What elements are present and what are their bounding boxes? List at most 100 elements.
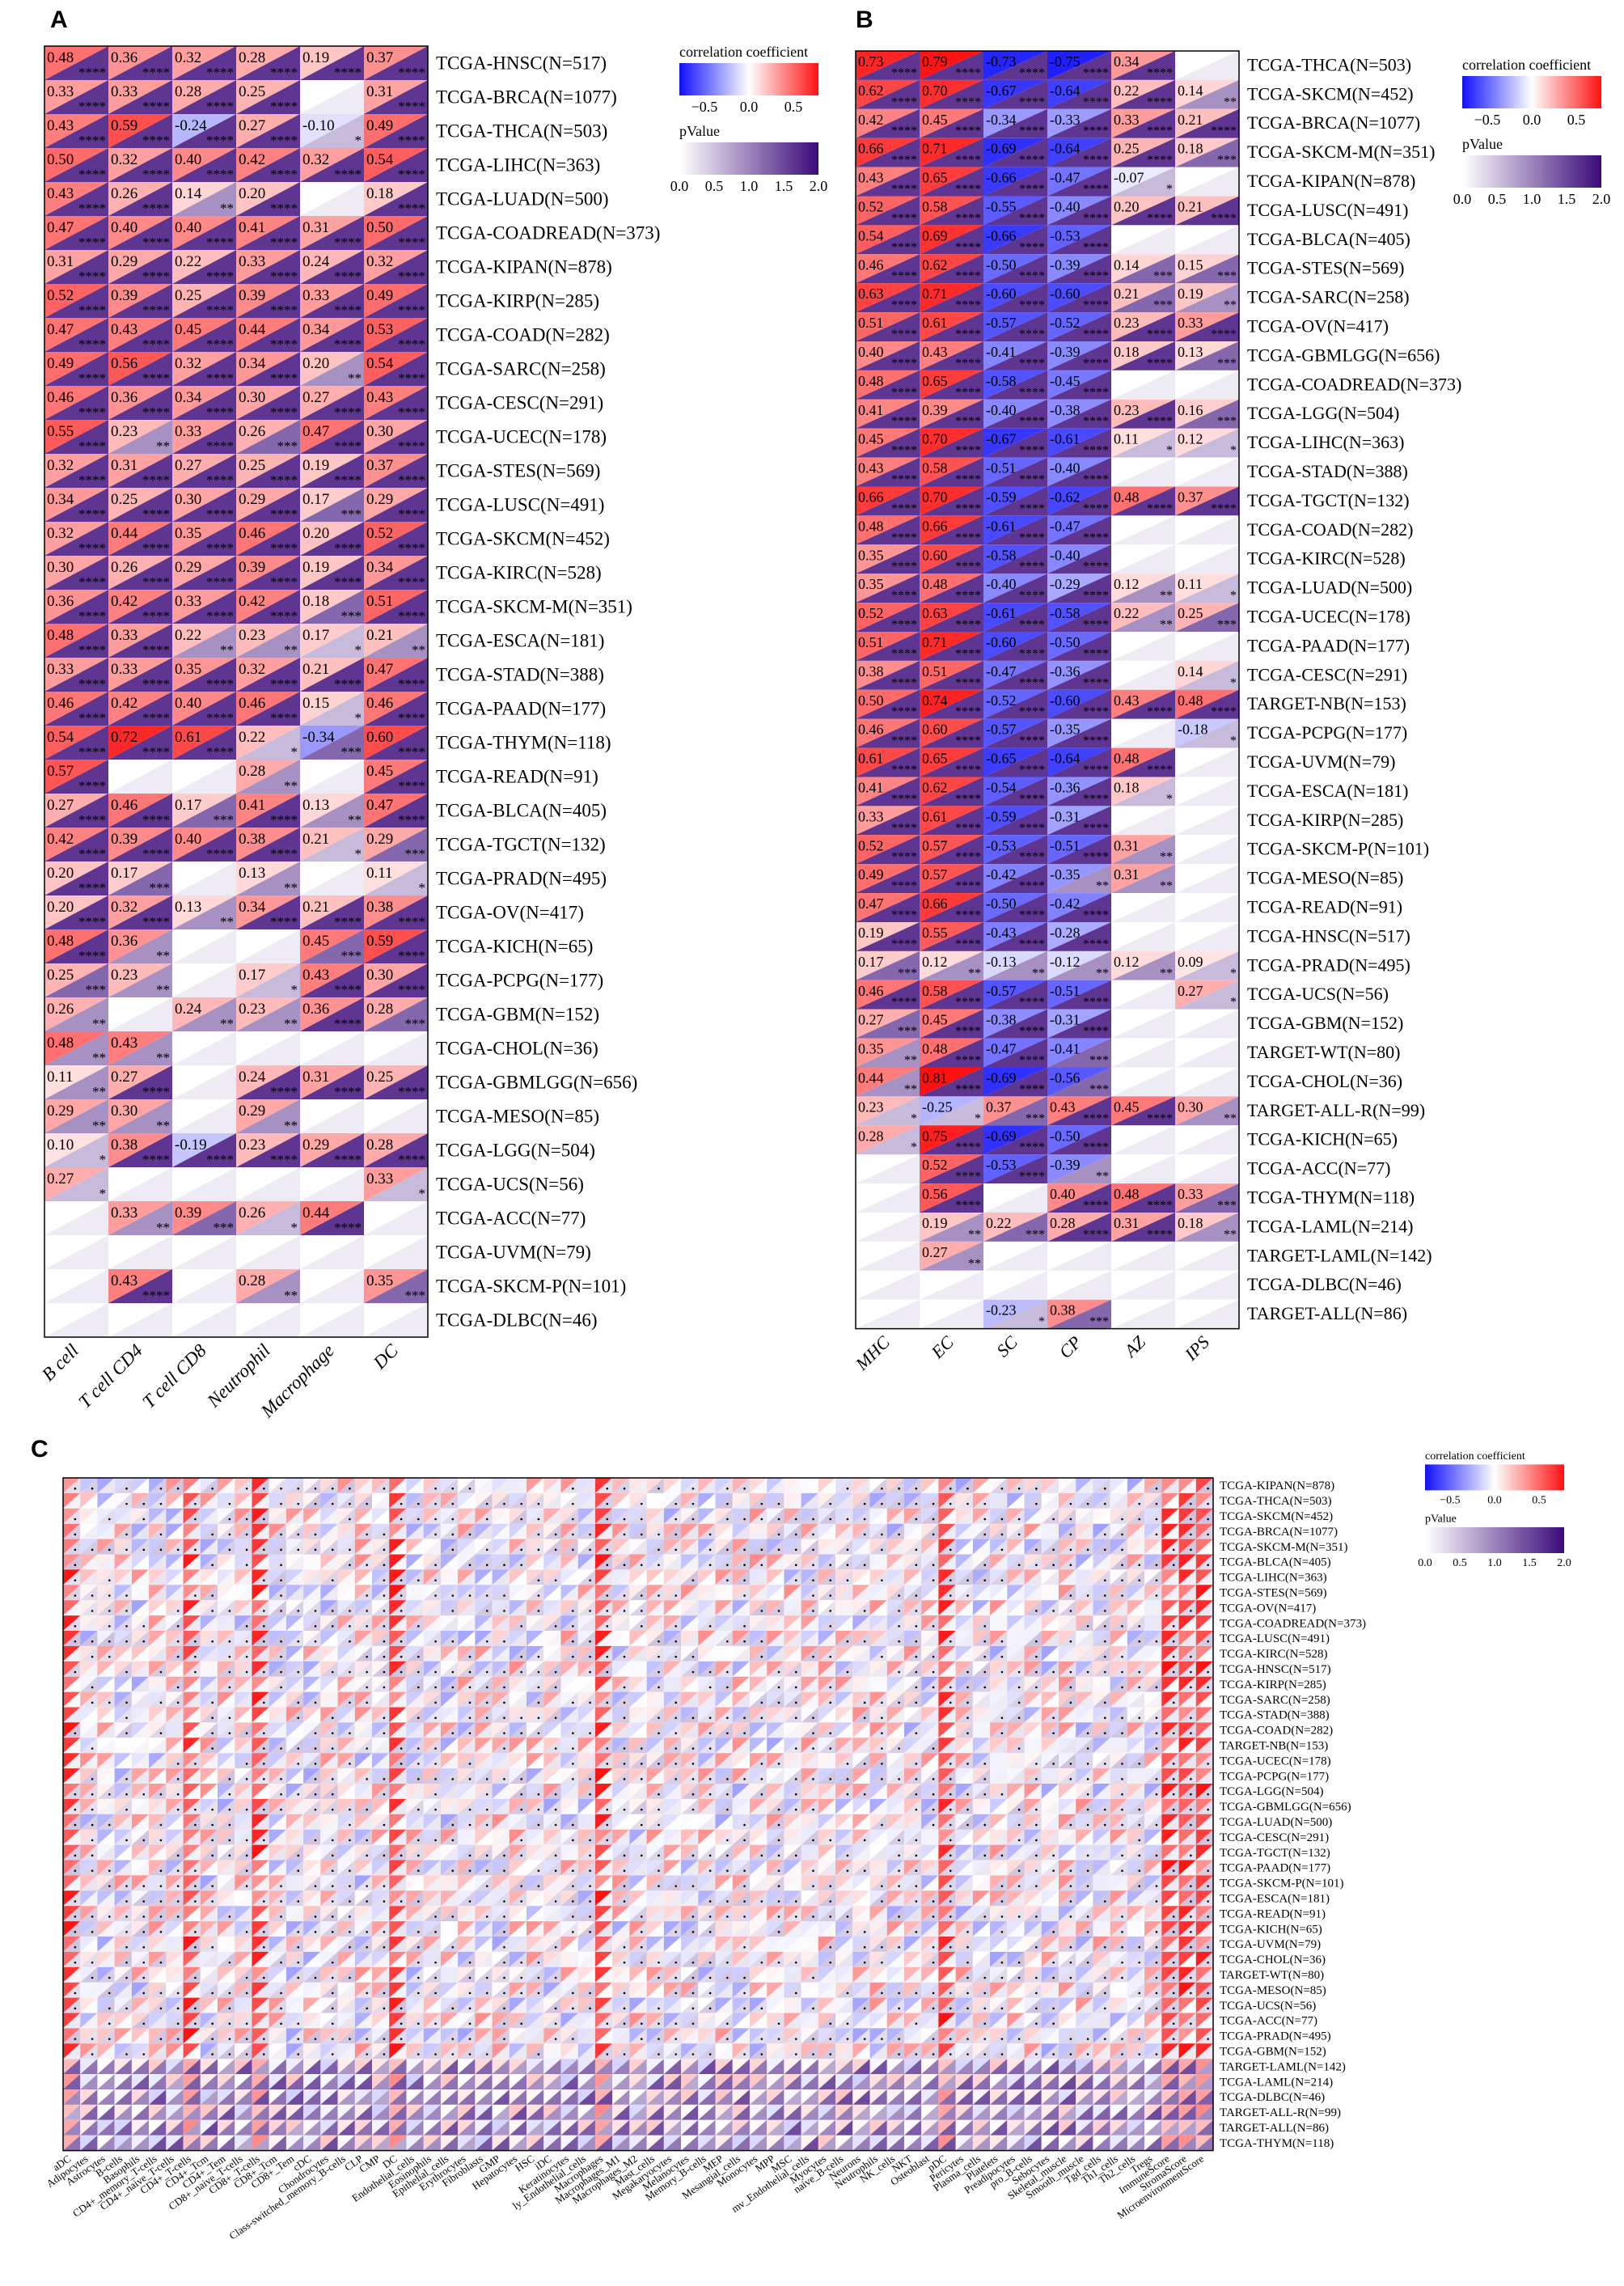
significance-dot <box>211 1640 214 1643</box>
pvalue-cell <box>364 861 428 895</box>
corr-value: 0.23 <box>239 1001 265 1018</box>
significance-dot <box>74 1670 77 1674</box>
significance-dot <box>863 1564 866 1567</box>
corr-cell <box>1047 225 1111 255</box>
significance-dot <box>760 1640 763 1643</box>
significance-dot <box>966 1594 969 1597</box>
corr-value: 0.55 <box>922 925 948 941</box>
corr-value: 0.33 <box>111 83 137 100</box>
corr-cell <box>1175 1213 1239 1242</box>
corr-value: 0.31 <box>47 253 74 270</box>
significance-stars: **** <box>1083 676 1109 690</box>
corr-cell <box>920 283 983 313</box>
significance-stars: **** <box>1083 211 1109 225</box>
pvalue-cell <box>172 590 236 624</box>
row-label: TCGA-STES(N=569) <box>1247 258 1405 278</box>
significance-dot <box>1190 1610 1192 1612</box>
corr-value: 0.51 <box>858 634 884 650</box>
significance-stars: **** <box>270 574 298 590</box>
corr-value: -0.47 <box>986 663 1017 679</box>
significance-dot <box>640 1594 643 1597</box>
pvalue-cell <box>172 1201 236 1235</box>
significance-stars: **** <box>1083 240 1109 254</box>
corr-cell <box>1047 370 1111 400</box>
row-label: TCGA-STAD(N=388) <box>1220 1709 1330 1722</box>
pvalue-cell <box>920 574 983 603</box>
significance-stars: **** <box>142 506 170 522</box>
corr-value: 0.26 <box>47 1001 74 1018</box>
significance-dot <box>949 1594 952 1597</box>
significance-dot <box>966 1670 969 1674</box>
pvalue-cell <box>920 1154 983 1184</box>
corr-value: 0.30 <box>239 389 265 406</box>
significance-dot <box>691 1579 695 1581</box>
pvalue-cell <box>300 318 364 352</box>
significance-dot <box>675 1625 677 1628</box>
significance-dot <box>1138 1564 1141 1567</box>
corr-value: 0.69 <box>922 227 948 243</box>
significance-dot <box>915 1548 918 1552</box>
significance-stars: **** <box>891 734 917 748</box>
significance-stars: **** <box>1083 531 1109 544</box>
row-label: TCGA-THCA(N=503) <box>1220 1495 1331 1508</box>
significance-stars: ** <box>1096 879 1109 893</box>
significance-stars: **** <box>1019 1170 1045 1183</box>
significance-dot <box>280 1564 282 1567</box>
significance-stars: *** <box>341 744 362 760</box>
pvalue-cell <box>1175 1213 1239 1242</box>
row-label: TCGA-SKCM-P(N=101) <box>1247 839 1429 859</box>
significance-stars: **** <box>891 850 917 864</box>
corr-cell <box>1047 893 1111 922</box>
corr-value: -0.75 <box>1050 53 1081 70</box>
significance-dot <box>1035 1610 1038 1612</box>
significance-dot <box>468 1701 472 1704</box>
significance-dot <box>898 1640 900 1643</box>
significance-dot <box>434 1533 437 1536</box>
significance-dot <box>1138 1518 1141 1521</box>
significance-stars: **** <box>78 506 106 522</box>
corr-value: 0.48 <box>47 1035 74 1052</box>
pvalue-cell <box>983 864 1047 894</box>
pvalue-cell <box>856 1213 920 1242</box>
significance-dot <box>503 1717 505 1720</box>
pvalue-cell <box>236 760 300 794</box>
significance-dot <box>881 1548 883 1552</box>
pvalue-cell <box>300 420 364 454</box>
pvalue-cell <box>236 386 300 420</box>
corr-value: 0.45 <box>366 763 393 780</box>
corr-value: -0.51 <box>1050 837 1081 853</box>
significance-dot <box>983 1579 987 1581</box>
corr-value: 0.33 <box>302 287 329 304</box>
corr-value: 0.48 <box>858 518 884 534</box>
legend-pvalue-tick: 1.0 <box>740 178 759 194</box>
significance-dot <box>949 1686 952 1689</box>
pvalue-cell <box>983 51 1047 80</box>
pvalue-cell <box>172 1133 236 1167</box>
legend-pvalue-tick: 2.0 <box>1592 191 1611 207</box>
significance-dot <box>863 1533 866 1536</box>
corr-value: 0.21 <box>1178 199 1203 215</box>
significance-dot <box>760 1655 763 1658</box>
significance-dot <box>1190 1533 1192 1536</box>
pvalue-cell <box>1111 51 1175 80</box>
corr-value: 0.30 <box>111 1103 137 1120</box>
significance-dot <box>623 1487 626 1490</box>
significance-dot <box>658 1717 660 1720</box>
pvalue-cell <box>920 718 983 748</box>
significance-stars: **** <box>78 880 106 895</box>
pvalue-cell <box>300 182 364 216</box>
legend-corr-tick: 0.0 <box>740 99 759 115</box>
significance-stars: **** <box>206 269 234 284</box>
significance-dot <box>297 1487 300 1490</box>
significance-dot <box>915 1701 918 1704</box>
significance-dot <box>675 1533 677 1536</box>
corr-value: 0.23 <box>1114 315 1140 331</box>
pvalue-cell <box>108 692 172 726</box>
significance-dot <box>245 1655 248 1658</box>
pvalue-cell <box>300 284 364 318</box>
significance-dot <box>726 1732 729 1734</box>
pvalue-cell <box>983 980 1047 1010</box>
significance-dot <box>228 1640 231 1643</box>
pvalue-cell <box>983 1038 1047 1068</box>
corr-cell <box>920 341 983 370</box>
